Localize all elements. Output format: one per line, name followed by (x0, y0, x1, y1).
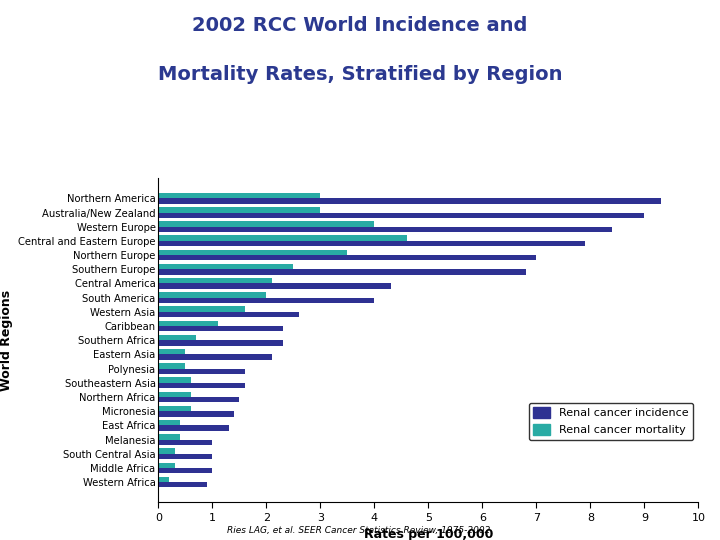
Bar (158, 426, 229, 431)
Bar (158, 383, 245, 388)
Text: Mortality Rates, Stratified by Region: Mortality Rates, Stratified by Region (158, 65, 562, 84)
Bar (158, 448, 174, 454)
Bar (158, 468, 212, 473)
X-axis label: Rates per 100,000: Rates per 100,000 (364, 528, 493, 540)
Bar (158, 454, 212, 459)
Bar (158, 193, 320, 198)
Bar (158, 213, 644, 218)
Bar (158, 264, 294, 269)
Bar (158, 227, 612, 232)
Bar (158, 420, 180, 426)
Bar (158, 462, 174, 468)
Bar (158, 278, 272, 284)
Bar (158, 241, 585, 246)
Bar (158, 392, 191, 397)
Bar (158, 235, 407, 241)
Bar (158, 298, 374, 303)
Bar (158, 312, 299, 317)
Bar (158, 292, 266, 298)
Bar (158, 369, 245, 374)
Bar (158, 377, 191, 383)
Bar (158, 255, 536, 260)
Bar (158, 406, 191, 411)
Bar (158, 284, 391, 289)
Bar (158, 335, 196, 340)
Legend: Renal cancer incidence, Renal cancer mortality: Renal cancer incidence, Renal cancer mor… (528, 402, 693, 440)
Bar (158, 411, 234, 416)
Bar (158, 340, 283, 346)
Bar (158, 434, 180, 440)
Bar (158, 249, 347, 255)
Bar (158, 221, 374, 227)
Bar (158, 326, 283, 332)
Bar (158, 207, 320, 213)
Text: Ries LAG, et al. SEER Cancer Statistics Review, 1975-2002.: Ries LAG, et al. SEER Cancer Statistics … (227, 525, 493, 535)
Bar (158, 306, 245, 312)
Bar (158, 349, 186, 354)
Bar (158, 321, 218, 326)
Bar (158, 354, 272, 360)
Bar (158, 397, 239, 402)
Bar (158, 198, 661, 204)
Bar (158, 477, 169, 482)
Bar (158, 269, 526, 275)
Y-axis label: World Regions: World Regions (0, 289, 12, 391)
Bar (158, 440, 212, 445)
Bar (158, 363, 186, 369)
Text: 2002 RCC World Incidence and: 2002 RCC World Incidence and (192, 16, 528, 35)
Bar (158, 482, 207, 488)
